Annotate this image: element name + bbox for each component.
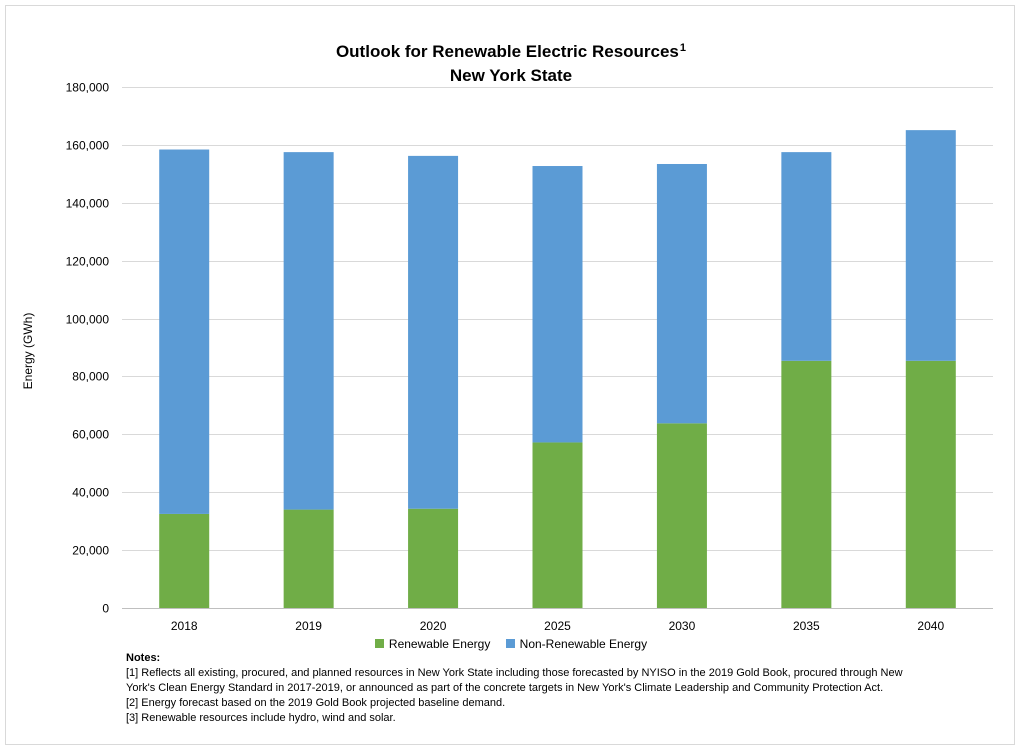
notes: Notes: [1] Reflects all existing, procur… xyxy=(126,651,1006,726)
y-tick-label: 20,000 xyxy=(72,544,109,558)
y-tick-label: 40,000 xyxy=(72,486,109,500)
note-line: York's Clean Energy Standard in 2017-201… xyxy=(126,682,884,694)
y-tick-label: 160,000 xyxy=(66,139,110,153)
bar-non-renewable xyxy=(408,155,459,509)
y-tick-label: 180,000 xyxy=(66,81,110,95)
notes-heading: Notes: xyxy=(126,652,161,664)
x-tick-label: 2020 xyxy=(420,619,447,633)
bar-renewable xyxy=(656,423,707,608)
note-line: [1] Reflects all existing, procured, and… xyxy=(126,667,903,679)
note-line: [3] Renewable resources include hydro, w… xyxy=(126,712,396,724)
x-tick-label: 2025 xyxy=(544,619,571,633)
legend-item-renewable: Renewable Energy xyxy=(374,636,491,652)
x-tick-label: 2018 xyxy=(171,619,198,633)
bar-non-renewable xyxy=(781,152,832,361)
bar-renewable xyxy=(532,442,583,608)
legend-swatch-non-renewable xyxy=(505,639,515,648)
legend: Renewable Energy Non-Renewable Energy xyxy=(0,636,1022,652)
bar-renewable xyxy=(283,509,334,608)
bar-renewable xyxy=(905,360,956,608)
note-line: [2] Energy forecast based on the 2019 Go… xyxy=(126,697,506,709)
bar-non-renewable xyxy=(283,152,334,510)
bar-non-renewable xyxy=(532,166,583,443)
bar-non-renewable xyxy=(656,163,707,424)
bar-non-renewable xyxy=(159,149,210,514)
x-tick-label: 2019 xyxy=(295,619,322,633)
bar-renewable xyxy=(159,513,210,608)
x-tick-label: 2030 xyxy=(669,619,696,633)
legend-label-renewable: Renewable Energy xyxy=(388,637,491,651)
y-axis-label-text: Energy (GWh) xyxy=(21,312,35,390)
y-tick-label: 140,000 xyxy=(66,197,110,211)
chart-title: Outlook for Renewable Electric Resources… xyxy=(0,36,1022,88)
x-tick-label: 2035 xyxy=(793,619,820,633)
x-tick-label: 2040 xyxy=(917,619,944,633)
legend-swatch-renewable xyxy=(374,639,384,648)
y-tick-label: 60,000 xyxy=(72,428,109,442)
y-tick-label: 0 xyxy=(102,602,109,616)
bar-non-renewable xyxy=(905,130,956,361)
legend-label-non-renewable: Non-Renewable Energy xyxy=(519,637,648,651)
chart-subtitle: New York State xyxy=(449,66,573,85)
chart-title-line1: Outlook for Renewable Electric Resources xyxy=(335,42,679,61)
y-tick-label: 80,000 xyxy=(72,370,109,384)
y-tick-label: 120,000 xyxy=(66,255,110,269)
bar-renewable xyxy=(408,508,459,608)
chart-title-footnote-marker: 1 xyxy=(679,42,687,54)
bar-renewable xyxy=(781,360,832,608)
y-tick-label: 100,000 xyxy=(66,313,110,327)
legend-item-non-renewable: Non-Renewable Energy xyxy=(505,636,648,652)
